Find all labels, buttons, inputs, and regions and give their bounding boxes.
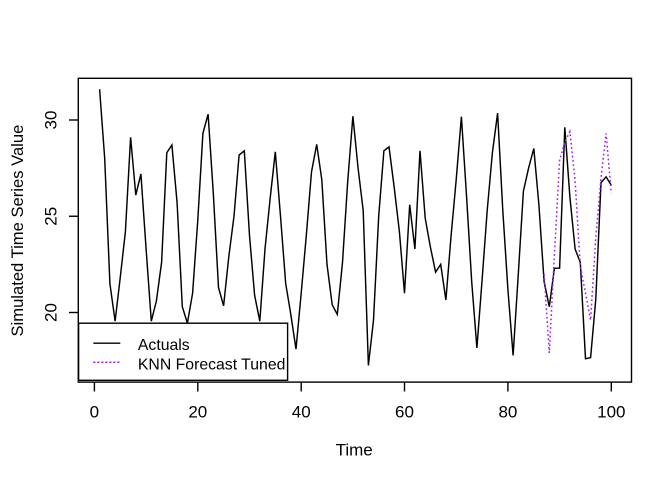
svg-text:80: 80	[498, 403, 517, 422]
svg-text:30: 30	[42, 111, 61, 130]
svg-text:20: 20	[42, 303, 61, 322]
svg-text:KNN Forecast Tuned: KNN Forecast Tuned	[138, 356, 286, 373]
svg-text:20: 20	[188, 403, 207, 422]
svg-text:Time: Time	[336, 441, 373, 460]
svg-text:60: 60	[395, 403, 414, 422]
svg-text:40: 40	[292, 403, 311, 422]
svg-text:Actuals: Actuals	[138, 337, 190, 354]
svg-text:Simulated Time Series Value: Simulated Time Series Value	[8, 125, 27, 337]
svg-text:25: 25	[42, 207, 61, 226]
svg-text:0: 0	[90, 403, 99, 422]
svg-text:100: 100	[597, 403, 625, 422]
